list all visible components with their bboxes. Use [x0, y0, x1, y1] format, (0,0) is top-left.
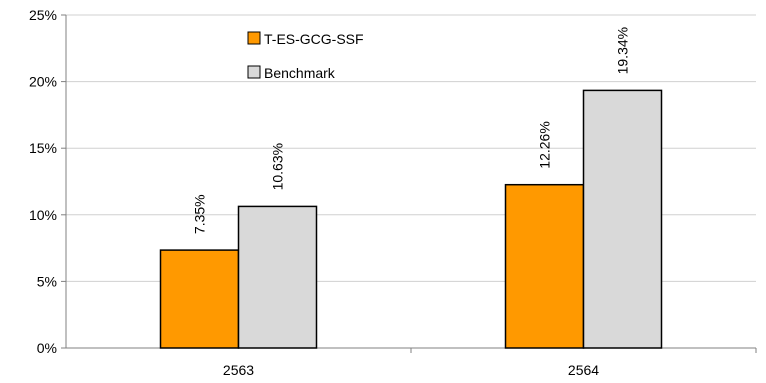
data-label: 7.35% [192, 194, 208, 234]
data-label: 10.63% [270, 143, 286, 190]
x-tick-label: 2564 [568, 362, 599, 378]
legend-label: T-ES-GCG-SSF [264, 31, 364, 47]
y-tick-label: 20% [29, 74, 57, 90]
x-tick-label: 2563 [223, 362, 254, 378]
bar-benchmark-2563 [237, 205, 318, 349]
y-tick-label: 0% [37, 340, 57, 356]
bar-t-es-gcg-ssf-2563 [159, 249, 240, 349]
data-label: 12.26% [537, 121, 553, 168]
y-tick-label: 15% [29, 140, 57, 156]
legend-swatch [247, 31, 261, 45]
y-tick-label: 10% [29, 207, 57, 223]
data-labels: 7.35% 10.63% 12.26% 19.34% [192, 27, 631, 234]
y-tick-label: 25% [29, 7, 57, 23]
bars [159, 89, 663, 349]
bar-benchmark-2564 [582, 89, 663, 349]
legend-swatch [247, 65, 261, 79]
legend: T-ES-GCG-SSF Benchmark [247, 31, 364, 81]
data-label: 19.34% [615, 27, 631, 74]
y-tick-label: 5% [37, 273, 57, 289]
bar-t-es-gcg-ssf-2564 [504, 183, 585, 349]
legend-label: Benchmark [264, 65, 336, 81]
